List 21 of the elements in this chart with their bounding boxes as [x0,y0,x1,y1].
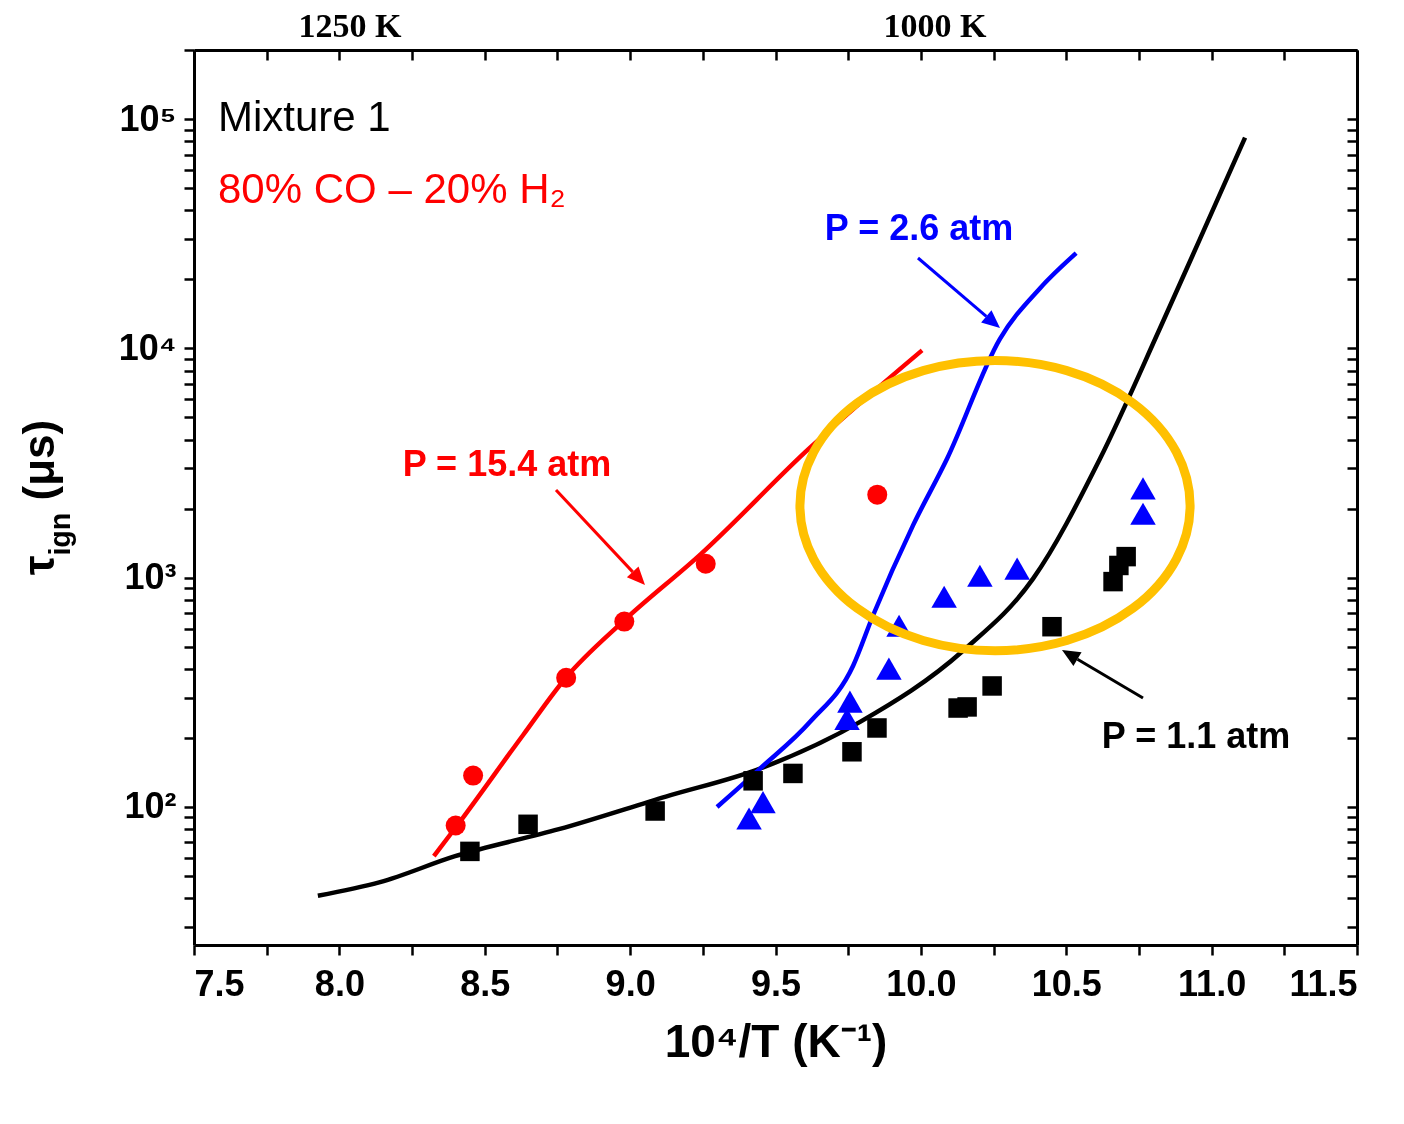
y-tick-label: 10² [124,785,177,827]
y-tick-label: 10³ [124,556,177,598]
text: 1250 K [298,7,403,44]
annotation: Mixture 1 [218,93,391,140]
annotation: 80% CO – 20% H₂ [218,165,566,212]
y-tick-label: 10⁵ [119,97,177,139]
x-tick-label: 10.0 [886,962,957,1004]
x-tick-label: 9.5 [750,962,802,1004]
annotation: P = 1.1 atm [1101,715,1291,756]
x-tick-label: 10.5 [1031,962,1102,1004]
x-tick-label: 7.5 [194,962,245,1004]
y-tick-label: 10⁴ [118,326,177,368]
text: 1000 K [883,7,988,44]
x-tick-label: 11.0 [1178,962,1247,1004]
x-axis-title: 10⁴/T (K⁻¹) [664,1014,888,1067]
annotation: P = 15.4 atm [402,443,612,484]
x-tick-label: 11.5 [1289,962,1358,1004]
annotation: P = 2.6 atm [824,207,1014,248]
x-tick-label: 8.5 [460,962,511,1004]
x-tick-label: 9.0 [605,962,656,1004]
x-tick-label: 8.0 [314,962,365,1004]
